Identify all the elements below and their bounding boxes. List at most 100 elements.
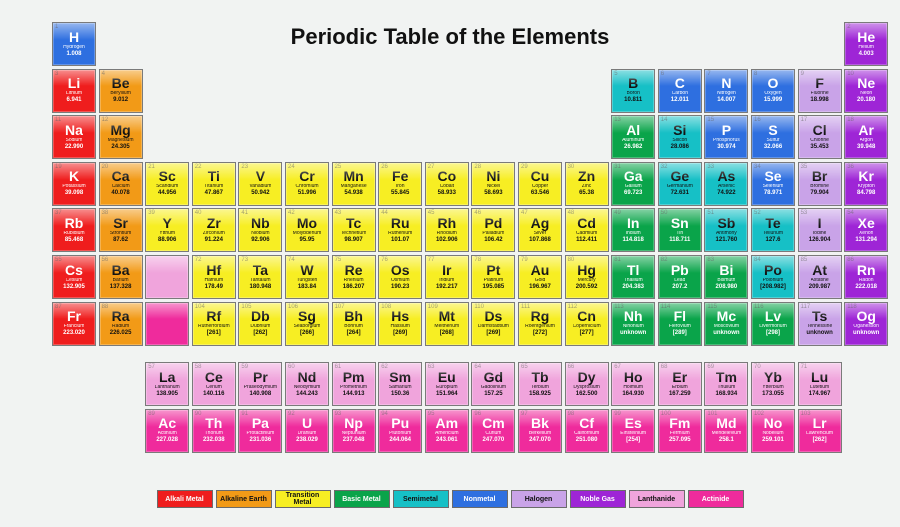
element-name: Helium	[858, 45, 874, 50]
element-Al: 13AlAluminum26.982	[611, 115, 655, 159]
atomic-weight: 138.905	[156, 391, 178, 397]
element-name: Tantalum	[250, 278, 270, 283]
atomic-number: 78	[474, 257, 481, 263]
atomic-number: 66	[568, 364, 575, 370]
element-W: 74WTungsten183.84	[285, 255, 329, 299]
atomic-number: 95	[428, 411, 435, 417]
element-name: Thulium	[717, 385, 735, 390]
element-symbol: Ds	[484, 309, 502, 323]
atomic-weight: 10.811	[624, 97, 642, 103]
element-Sr: 38SrStrontium87.62	[99, 208, 143, 252]
atomic-weight: 4.003	[859, 51, 874, 57]
element-symbol: Bi	[719, 263, 733, 277]
atomic-number: 85	[801, 257, 808, 263]
element-symbol: Bh	[344, 309, 363, 323]
atomic-weight: 140.116	[203, 391, 224, 397]
element-name: Magnesium	[108, 138, 134, 143]
element-symbol: Tc	[346, 216, 361, 230]
element-name: Potassium	[62, 184, 85, 189]
atomic-weight: 58.933	[438, 190, 456, 196]
element-Hg: 80HgMercury200.592	[565, 255, 609, 299]
element-symbol: Xe	[858, 216, 875, 230]
element-symbol: Ge	[670, 169, 689, 183]
element-Hs: 108HsHassium[269]	[378, 302, 422, 346]
atomic-weight: 88.906	[158, 237, 176, 243]
element-symbol: Ac	[158, 416, 176, 430]
atomic-weight: 35.453	[810, 144, 828, 150]
element-symbol: Fl	[674, 309, 686, 323]
atomic-number: 16	[754, 117, 761, 123]
element-name: Thorium	[205, 431, 223, 436]
atomic-number: 2	[847, 24, 850, 30]
atomic-number: 112	[568, 304, 578, 310]
element-symbol: Cr	[299, 169, 315, 183]
element-symbol: Fr	[67, 309, 81, 323]
atomic-weight: 131.294	[855, 237, 877, 243]
element-name: Gold	[535, 278, 546, 283]
atomic-number: 40	[195, 210, 202, 216]
atomic-number: 109	[428, 304, 438, 310]
atomic-weight: [269]	[393, 330, 407, 336]
atomic-weight: 127.6	[765, 237, 780, 243]
atomic-weight: [208.982]	[760, 284, 786, 290]
atomic-weight: 107.868	[529, 237, 551, 243]
element-symbol: B	[628, 76, 638, 90]
element-Se: 34SeSelenium78.971	[751, 162, 795, 206]
element-Zr: 40ZrZirconium91.224	[192, 208, 236, 252]
atomic-number: 64	[474, 364, 481, 370]
atomic-weight: 157.25	[484, 391, 502, 397]
atomic-weight: 192.217	[436, 284, 458, 290]
element-name: Promethium	[340, 385, 367, 390]
atomic-number: 108	[381, 304, 391, 310]
atomic-number: 94	[381, 411, 388, 417]
atomic-weight: 190.23	[391, 284, 409, 290]
element-name: Palladium	[482, 231, 504, 236]
element-symbol: Lr	[813, 416, 827, 430]
element-symbol: F	[815, 76, 824, 90]
element-name: Selenium	[763, 184, 784, 189]
element-name: Rutherfordium	[198, 324, 230, 329]
atomic-number: 57	[148, 364, 155, 370]
atomic-weight: [264]	[347, 330, 361, 336]
element-symbol: I	[818, 216, 822, 230]
element-name: Iridium	[439, 278, 454, 283]
element-name: Gallium	[625, 184, 642, 189]
element-Pr: 59PrPraseodymium140.908	[238, 362, 282, 406]
element-B: 5BBoron10.811	[611, 69, 655, 113]
atomic-number: 14	[661, 117, 668, 123]
atomic-number: 48	[568, 210, 575, 216]
atomic-weight: 15.999	[764, 97, 782, 103]
atomic-weight: 79.904	[810, 190, 828, 196]
element-Cn: 112CnCopernicium[277]	[565, 302, 609, 346]
element-symbol: At	[812, 263, 827, 277]
element-name: Tungsten	[297, 278, 318, 283]
element-Mg: 12MgMagnesium24.305	[99, 115, 143, 159]
element-name: Lithium	[66, 91, 82, 96]
element-Pd: 46PdPalladium106.42	[471, 208, 515, 252]
element-Yb: 70YbYtterbium173.055	[751, 362, 795, 406]
element-Mn: 25MnManganese54.938	[332, 162, 376, 206]
element-symbol: Re	[345, 263, 363, 277]
atomic-weight: 227.028	[156, 437, 178, 443]
atomic-weight: 85.468	[65, 237, 83, 243]
element-name: Astatine	[811, 278, 829, 283]
atomic-number: 71	[801, 364, 808, 370]
atomic-number: 118	[847, 304, 857, 310]
element-name: Tennessine	[807, 324, 832, 329]
atomic-number: 12	[102, 117, 109, 123]
element-name: Calcium	[112, 184, 130, 189]
legend-semimetal: Semimetal	[393, 490, 449, 508]
element-Cf: 98CfCalifornium251.080	[565, 409, 609, 453]
element-symbol: Er	[672, 370, 687, 384]
atomic-number: 46	[474, 210, 481, 216]
element-symbol: Hf	[206, 263, 221, 277]
element-Os: 76OsOsmium190.23	[378, 255, 422, 299]
element-symbol: Rg	[531, 309, 550, 323]
atomic-weight: [268]	[440, 330, 454, 336]
element-name: Erbium	[672, 385, 688, 390]
element-name: Gadolinium	[481, 385, 506, 390]
element-Gd: 64GdGadolinium157.25	[471, 362, 515, 406]
element-symbol: Rb	[65, 216, 84, 230]
element-Co: 27CoCobalt58.933	[425, 162, 469, 206]
atomic-number: 19	[55, 164, 62, 170]
